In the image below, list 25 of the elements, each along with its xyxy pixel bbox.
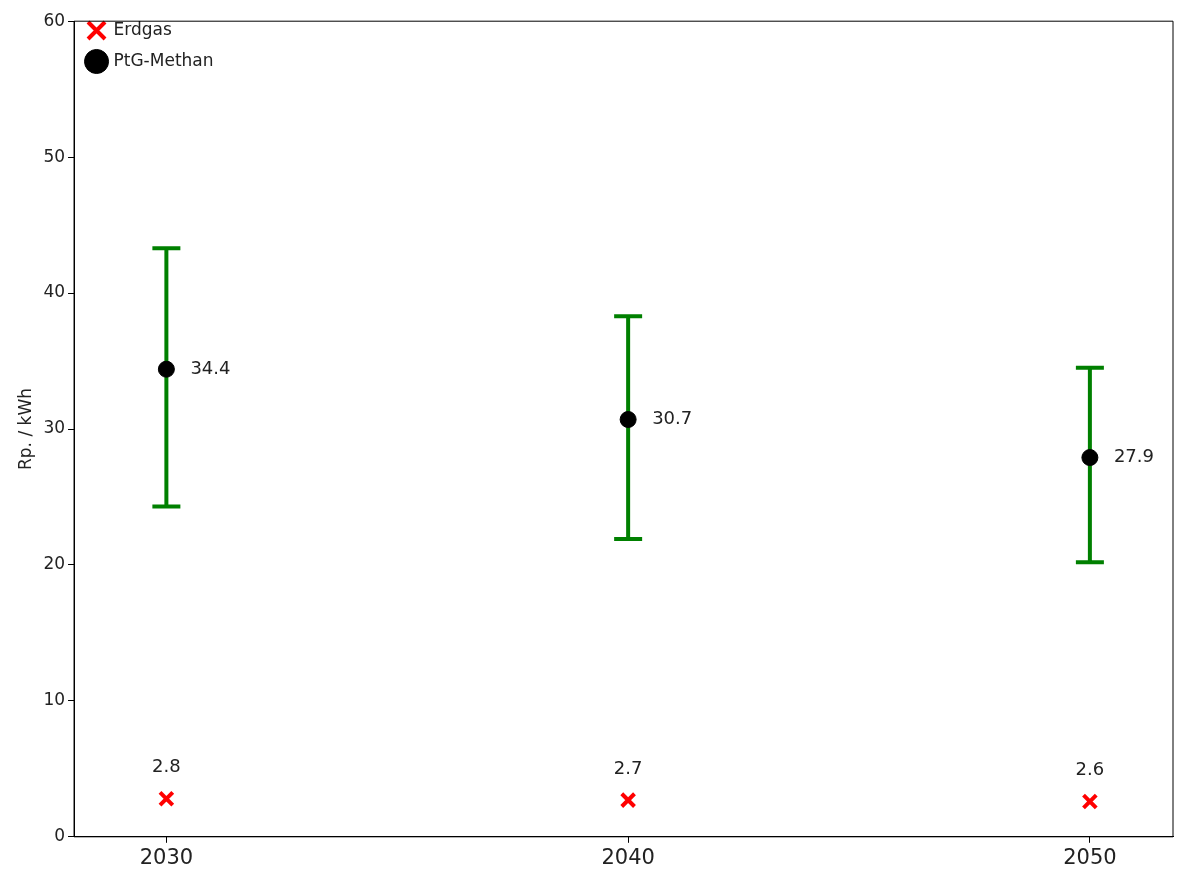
point [1081,793,1099,810]
point [1081,449,1099,467]
x-tick-label: 2040 [601,844,655,869]
data-label: 2.7 [613,756,643,778]
data-label: 30.7 [652,407,693,429]
data-label: 2.8 [152,755,181,777]
x-tick-label: 2030 [139,844,194,869]
point [157,360,175,378]
x-tick-label: 2050 [1063,844,1117,869]
data-label: 2.6 [1075,758,1105,780]
data-label: 34.4 [190,356,231,378]
legend-label: PtG-Methan [113,49,214,70]
legend-label: Erdgas [113,18,172,39]
y-tick-label: 30 [43,417,66,438]
y-tick-label: 50 [43,145,66,166]
point [619,791,637,809]
y-axis-title: Rp. / kWh [14,388,35,470]
y-tick-label: 40 [43,281,66,302]
point [158,790,175,808]
y-tick-label: 10 [43,689,66,710]
y-tick-label: 0 [54,825,66,846]
y-tick-label: 60 [43,9,66,30]
y-tick-label: 20 [43,553,66,574]
data-label: 27.9 [1113,445,1154,467]
point [619,410,637,428]
